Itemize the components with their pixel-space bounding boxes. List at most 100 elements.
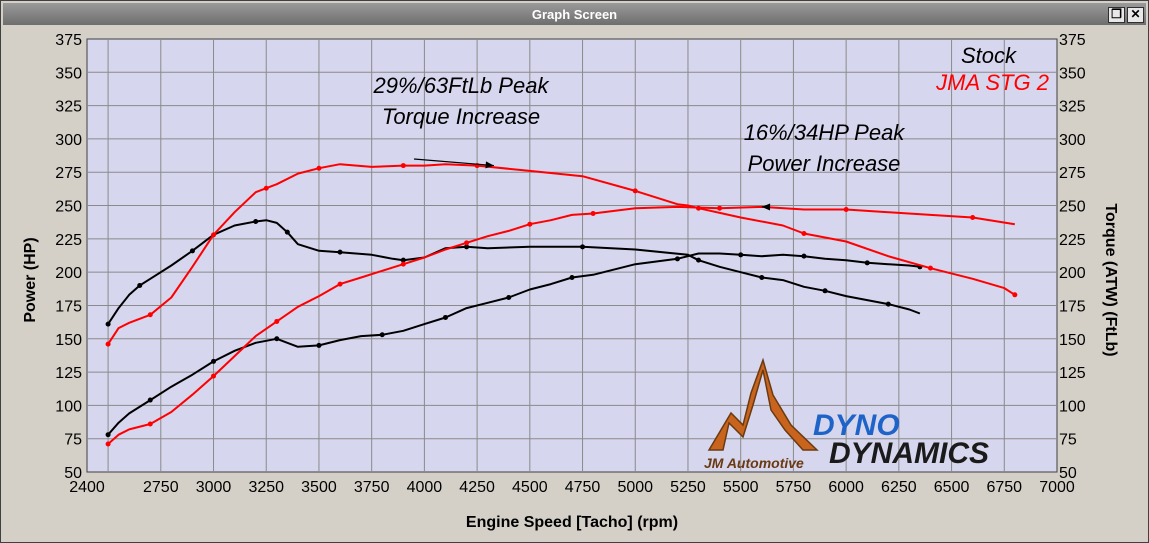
y-left-tick-label: 300 — [55, 132, 82, 149]
restore-icon[interactable]: ❐ — [1108, 7, 1125, 23]
series-lines — [105, 163, 1018, 447]
data-point — [105, 432, 111, 438]
x-tick-label: 6500 — [934, 479, 970, 496]
data-point — [211, 232, 217, 238]
annotation-arrowhead — [761, 203, 771, 211]
x-tick-label: 4500 — [512, 479, 548, 496]
data-point — [253, 219, 259, 225]
logo: JM Automotive DYNO DYNAMICS — [704, 357, 989, 471]
y-left-tick-label: 250 — [55, 199, 82, 216]
y-left-tick-label: 325 — [55, 99, 82, 116]
data-point — [580, 244, 586, 250]
data-point — [105, 441, 111, 447]
data-point — [442, 314, 448, 320]
annotation-text: Torque Increase — [382, 104, 540, 129]
data-point — [284, 229, 290, 235]
data-point — [527, 221, 533, 227]
data-point — [105, 341, 111, 347]
data-point — [189, 248, 195, 254]
logo-dyno: DYNO — [813, 409, 900, 442]
x-tick-label: 7000 — [1039, 479, 1075, 496]
data-point — [801, 253, 807, 259]
y-right-tick-label: 350 — [1059, 65, 1086, 82]
data-point — [379, 332, 385, 338]
data-point — [263, 185, 269, 191]
data-point — [632, 188, 638, 194]
legend-stock: Stock — [961, 43, 1017, 68]
y-left-tick-label: 150 — [55, 332, 82, 349]
x-tick-label: 3250 — [248, 479, 284, 496]
x-tick-label: 5750 — [776, 479, 812, 496]
data-point — [274, 318, 280, 324]
annotation-text: Power Increase — [748, 151, 901, 176]
annotations: 29%/63FtLb Peak Torque Increase 16%/34HP P… — [373, 73, 906, 211]
y-right-tick-label: 125 — [1059, 365, 1086, 382]
plot-area — [86, 38, 1058, 473]
data-point — [843, 207, 849, 213]
series-line-stock-power — [107, 252, 921, 436]
x-tick-label: 6250 — [881, 479, 917, 496]
y-left-tick-label: 50 — [64, 465, 82, 482]
jm-logo-icon — [707, 357, 819, 451]
data-point — [105, 321, 111, 327]
annotation-arrow — [413, 158, 495, 167]
data-point — [696, 257, 702, 263]
data-point — [738, 252, 744, 258]
close-icon[interactable]: ✕ — [1127, 7, 1144, 23]
data-point — [147, 397, 153, 403]
data-point — [147, 421, 153, 427]
annotation-text: 16%/34HP Peak — [744, 120, 906, 145]
y-right-tick-label: 300 — [1059, 132, 1086, 149]
y-left-tick-label: 350 — [55, 65, 82, 82]
x-tick-label: 4750 — [565, 479, 601, 496]
data-point — [674, 256, 680, 262]
data-point — [400, 261, 406, 267]
data-point — [822, 288, 828, 294]
data-point — [885, 301, 891, 307]
y-right-tick-label: 250 — [1059, 199, 1086, 216]
data-point — [400, 257, 406, 263]
legend-jma: JMA STG 2 — [935, 70, 1049, 95]
data-point — [970, 215, 976, 221]
y-left-tick-label: 175 — [55, 298, 82, 315]
x-tick-label: 3000 — [196, 479, 232, 496]
data-point — [506, 294, 512, 300]
y-right-tick-label: 375 — [1059, 32, 1086, 49]
data-point — [337, 249, 343, 255]
x-tick-label: 2400 — [69, 479, 105, 496]
y-right-tick-label: 150 — [1059, 332, 1086, 349]
series-line-jma-torque — [107, 163, 1016, 345]
data-point — [927, 265, 933, 271]
data-point — [717, 205, 723, 211]
data-point — [464, 240, 470, 246]
data-point — [337, 281, 343, 287]
y-left-tick-label: 200 — [55, 265, 82, 282]
y-right-tick-label: 175 — [1059, 298, 1086, 315]
logo-jm-automotive: JM Automotive — [704, 455, 804, 471]
y-left-axis-label: Power (HP) — [22, 237, 39, 322]
y-left-tick-labels: 50 75 100 125 150 175 200 225 250 275 300 325 350 375 — [55, 32, 82, 482]
y-left-tick-label: 100 — [55, 398, 82, 415]
data-point — [759, 274, 765, 280]
data-point — [274, 336, 280, 342]
data-point — [590, 211, 596, 217]
x-tick-label: 6000 — [828, 479, 864, 496]
data-point — [211, 358, 217, 364]
x-tick-label: 4000 — [407, 479, 443, 496]
y-right-tick-label: 200 — [1059, 265, 1086, 282]
series-line-jma-power — [107, 205, 1015, 445]
x-tick-label: 6750 — [986, 479, 1022, 496]
data-point — [211, 373, 217, 379]
y-right-tick-label: 75 — [1059, 432, 1077, 449]
x-tick-labels: 2400 2750 3000 3250 3500 3750 4000 4250 4500 4750… — [69, 479, 1075, 496]
data-point — [464, 244, 470, 250]
logo-dynamics: DYNAMICS — [829, 437, 989, 470]
y-right-tick-label: 100 — [1059, 398, 1086, 415]
x-axis-label: Engine Speed [Tacho] (rpm) — [466, 514, 678, 531]
x-tick-label: 4250 — [459, 479, 495, 496]
data-point — [400, 163, 406, 169]
data-point — [316, 165, 322, 171]
window-title: Graph Screen — [531, 7, 618, 22]
y-left-tick-label: 225 — [55, 232, 82, 249]
